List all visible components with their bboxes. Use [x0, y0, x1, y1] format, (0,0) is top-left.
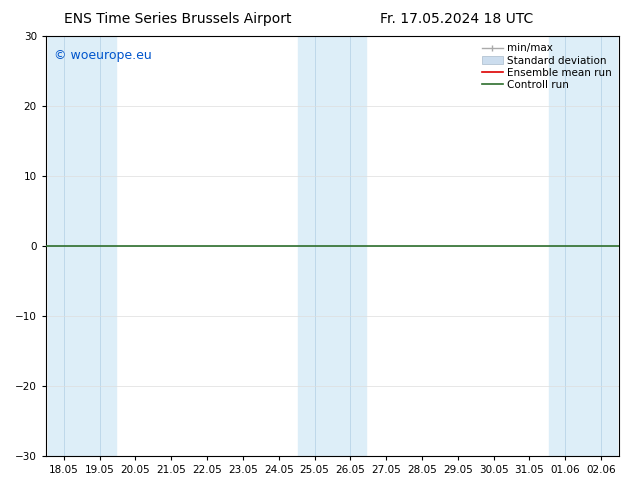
Text: © woeurope.eu: © woeurope.eu — [55, 49, 152, 62]
Bar — [299, 36, 366, 456]
Bar — [549, 36, 618, 456]
Legend: min/max, Standard deviation, Ensemble mean run, Controll run: min/max, Standard deviation, Ensemble me… — [478, 39, 616, 94]
Text: Fr. 17.05.2024 18 UTC: Fr. 17.05.2024 18 UTC — [380, 12, 533, 26]
Bar — [48, 36, 116, 456]
Text: ENS Time Series Brussels Airport: ENS Time Series Brussels Airport — [64, 12, 291, 26]
